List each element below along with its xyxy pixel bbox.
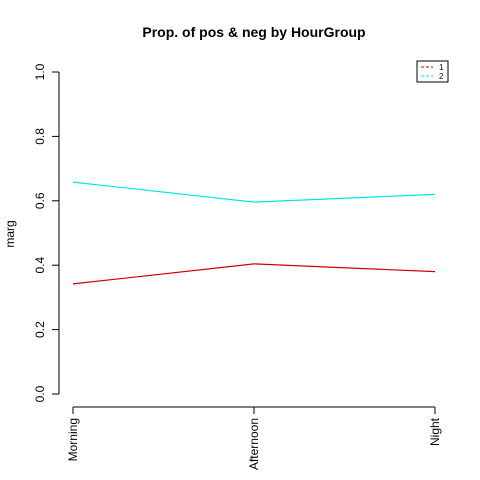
y-axis-label: marg [3,220,17,247]
y-tick-label: 1.0 [33,63,47,80]
series-line-2 [72,181,436,203]
y-tick-label: 0.8 [33,128,47,145]
y-tick-label: 0.6 [33,192,47,209]
x-tick-label: Night [428,417,442,446]
legend-label-1: 1 [439,63,444,72]
x-tick-label: Morning [66,418,80,461]
y-tick-label: 0.0 [33,385,47,402]
legend-box [416,60,449,83]
y-tick-label: 0.2 [33,321,47,338]
series-line-1 [72,263,436,285]
chart-title: Prop. of pos & neg by HourGroup [142,24,365,40]
axes: 0.0 0.2 0.4 0.6 0.8 1.0 Morning Afternoon Night [33,63,442,470]
y-tick-label: 0.4 [33,257,47,274]
series-layer [72,181,436,285]
x-tick-label: Afternoon [247,418,261,470]
legend-label-2: 2 [439,72,444,81]
legend: 12 [416,60,449,83]
